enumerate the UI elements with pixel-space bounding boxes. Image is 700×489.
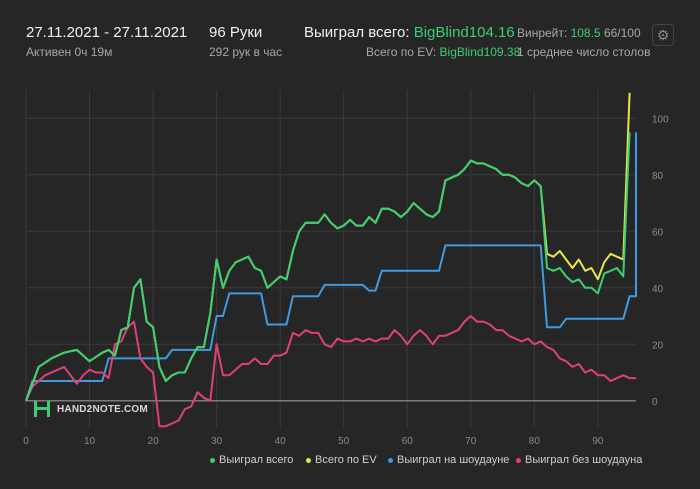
date-range: 27.11.2021 - 27.11.2021 (26, 24, 188, 41)
gear-icon: ⚙ (656, 26, 670, 43)
legend-dot (210, 457, 215, 463)
winrate-value: 108.5 (570, 26, 601, 40)
y-tick-label: 80 (652, 171, 664, 182)
x-tick-label: 80 (529, 436, 541, 447)
x-tick-label: 30 (211, 436, 223, 447)
series-line-0 (25, 132, 631, 402)
winrate-label: Винрейт: (517, 26, 568, 40)
y-tick-label: 40 (652, 284, 664, 295)
hand2note-logo: HAND2NOTE.COM (33, 400, 148, 418)
y-tick-label: 20 (652, 340, 664, 351)
x-tick-label: 50 (338, 436, 350, 447)
legend-label: Выиграл без шоудауна (525, 454, 643, 466)
winrate-rest: 66/100 (603, 26, 641, 40)
x-tick-label: 40 (275, 436, 287, 447)
legend-label: Всего по EV (315, 454, 377, 466)
settings-button[interactable]: ⚙ (652, 24, 674, 46)
hands-count: 96 Руки (209, 24, 263, 41)
avg-tables: 1 среднее число столов (517, 45, 651, 59)
active-time: Активен 0ч 19м (26, 45, 113, 59)
series-line-3 (25, 315, 636, 428)
x-tick-label: 20 (148, 436, 160, 447)
x-tick-label: 0 (23, 436, 29, 447)
x-tick-label: 90 (592, 436, 604, 447)
legend-item[interactable]: Всего по EV (306, 454, 377, 466)
won-total-value: BigBlind104.16 (413, 24, 515, 41)
ev-total-value: BigBlind109.38 (439, 45, 521, 59)
legend-dot (388, 457, 393, 463)
ev-total-label: Всего по EV: (366, 45, 437, 59)
won-total-label: Выиграл всего: (304, 24, 410, 41)
y-tick-label: 60 (652, 227, 664, 238)
won-total: Выиграл всего: BigBlind104.16 (304, 24, 515, 41)
x-tick-label: 70 (465, 436, 477, 447)
legend-label: Выиграл всего (219, 454, 294, 466)
y-tick-label: 0 (652, 397, 658, 408)
legend-item[interactable]: Выиграл на шоудауне (388, 454, 509, 466)
header: 27.11.2021 - 27.11.2021 Активен 0ч 19м 9… (0, 0, 700, 80)
series-line-2 (25, 132, 637, 402)
hands-per-hour: 292 рук в час (209, 45, 283, 59)
y-tick-label: 100 (652, 114, 669, 125)
ev-total: Всего по EV: BigBlind109.38 (366, 45, 520, 59)
legend-item[interactable]: Выиграл всего (210, 454, 293, 466)
hand2note-logo-icon (34, 401, 50, 417)
legend-label: Выиграл на шоудауне (397, 454, 510, 466)
x-tick-label: 60 (402, 436, 414, 447)
legend-dot (516, 457, 521, 463)
logo-text: HAND2NOTE.COM (57, 403, 148, 415)
series-line-1 (25, 92, 631, 402)
legend-item[interactable]: Выиграл без шоудауна (516, 454, 642, 466)
chart-area: 0 10 20 30 40 50 60 70 80 90 0 20 40 60 80 100 (23, 90, 669, 447)
x-tick-label: 10 (84, 436, 96, 447)
winrate: Винрейт: 108.5 66/100 (517, 26, 641, 40)
legend-dot (306, 457, 311, 463)
